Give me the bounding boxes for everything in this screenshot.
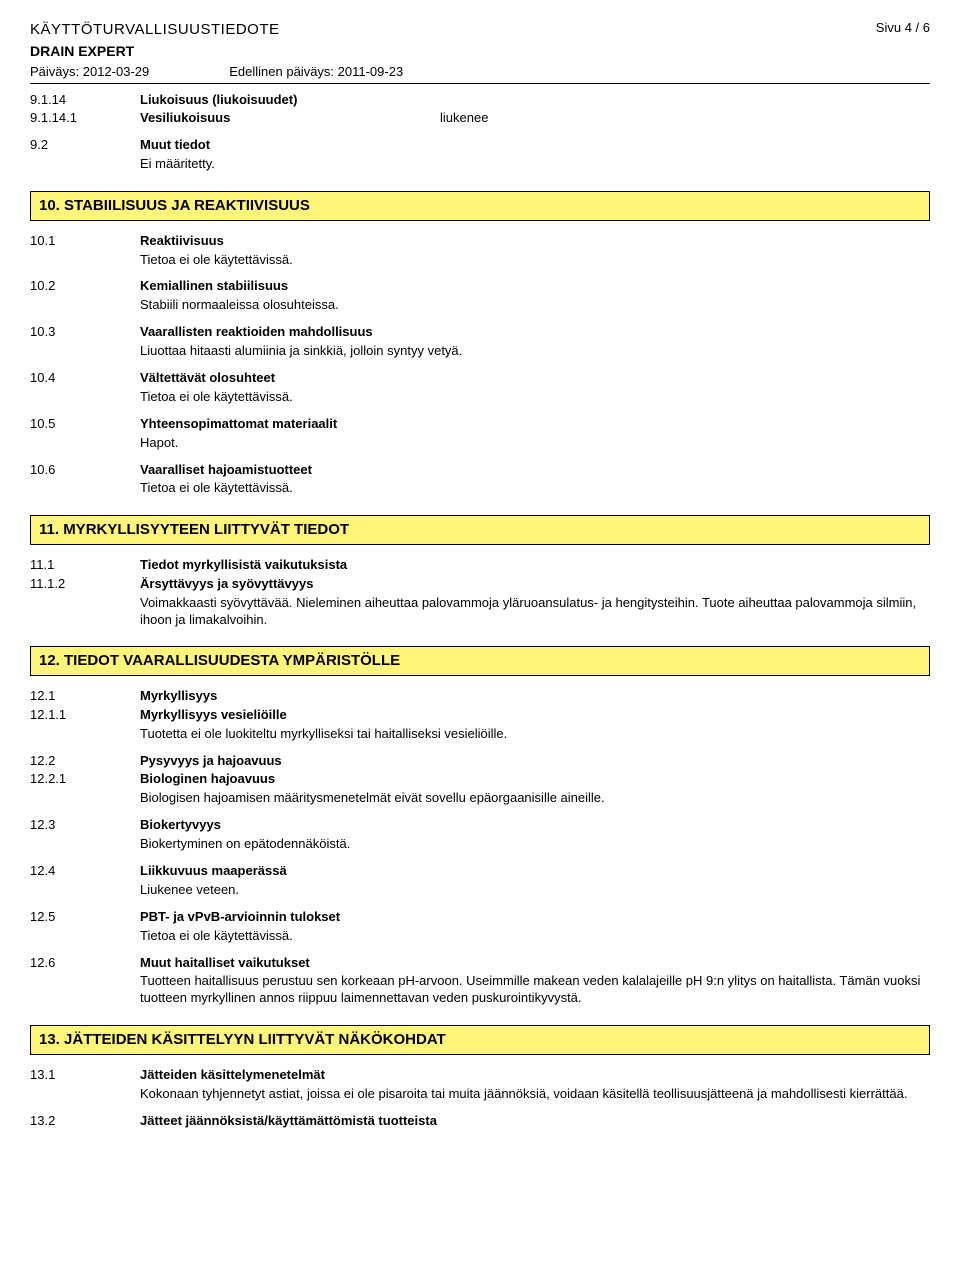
entry-body: Biokertyminen on epätodennäköistä. — [140, 836, 930, 853]
entry-label: Yhteensopimattomat materiaalit — [140, 416, 930, 433]
section-12-banner: 12. TIEDOT VAARALLISUUDESTA YMPÄRISTÖLLE — [30, 646, 930, 676]
entry-10-6: 10.6 Vaaralliset hajoamistuotteet Tietoa… — [30, 462, 930, 498]
entry-body: Liuottaa hitaasti alumiinia ja sinkkiä, … — [140, 343, 930, 360]
entry-num: 12.3 — [30, 817, 140, 853]
entry-label: Tiedot myrkyllisistä vaikutuksista — [140, 557, 347, 572]
entry-num: 11.1.2 — [30, 576, 140, 629]
entry-10-2: 10.2 Kemiallinen stabiilisuus Stabiili n… — [30, 278, 930, 314]
entry-num: 9.1.14.1 — [30, 110, 140, 127]
entry-label: Vaarallisten reaktioiden mahdollisuus — [140, 324, 930, 341]
entry-body: Tuotetta ei ole luokiteltu myrkylliseksi… — [140, 726, 930, 743]
entry-9-2: 9.2 Muut tiedot Ei määritetty. — [30, 137, 930, 173]
entry-num: 12.6 — [30, 955, 140, 1008]
entry-12-1-1: 12.1.1 Myrkyllisyys vesieliöille Tuotett… — [30, 707, 930, 743]
entry-num: 12.1 — [30, 688, 140, 705]
entry-body: Ei määritetty. — [140, 156, 930, 173]
entry-label: Myrkyllisyys vesieliöille — [140, 707, 930, 724]
header-rule — [30, 83, 930, 84]
entry-num: 12.2 — [30, 753, 140, 770]
entry-11-1-2: 11.1.2 Ärsyttävyys ja syövyttävyys Voima… — [30, 576, 930, 629]
entry-num: 13.2 — [30, 1113, 140, 1130]
entry-13-2: 13.2 Jätteet jäännöksistä/käyttämättömis… — [30, 1113, 930, 1130]
entry-label: Ärsyttävyys ja syövyttävyys — [140, 576, 930, 593]
entry-num: 9.1.14 — [30, 92, 140, 109]
entry-body: Hapot. — [140, 435, 930, 452]
entry-num: 12.4 — [30, 863, 140, 899]
header-left: KÄYTTÖTURVALLISUUSTIEDOTE DRAIN EXPERT P… — [30, 20, 876, 81]
entry-body: Liukenee veteen. — [140, 882, 930, 899]
entry-num: 12.2.1 — [30, 771, 140, 807]
entry-label: Biokertyvyys — [140, 817, 930, 834]
entry-10-5: 10.5 Yhteensopimattomat materiaalit Hapo… — [30, 416, 930, 452]
document-header: KÄYTTÖTURVALLISUUSTIEDOTE DRAIN EXPERT P… — [30, 20, 930, 81]
entry-10-4: 10.4 Vältettävät olosuhteet Tietoa ei ol… — [30, 370, 930, 406]
entry-12-1: 12.1 Myrkyllisyys — [30, 688, 930, 705]
date-previous: Edellinen päiväys: 2011-09-23 — [229, 64, 403, 81]
entry-label: Liukoisuus (liukoisuudet) — [140, 92, 297, 107]
entry-9-1-14: 9.1.14 Liukoisuus (liukoisuudet) — [30, 92, 930, 109]
entry-13-1: 13.1 Jätteiden käsittelymenetelmät Kokon… — [30, 1067, 930, 1103]
entry-num: 10.2 — [30, 278, 140, 314]
entry-label: Kemiallinen stabiilisuus — [140, 278, 930, 295]
entry-value: liukenee — [400, 110, 700, 127]
section-11-banner: 11. MYRKYLLISYYTEEN LIITTYVÄT TIEDOT — [30, 515, 930, 545]
entry-10-3: 10.3 Vaarallisten reaktioiden mahdollisu… — [30, 324, 930, 360]
entry-num: 9.2 — [30, 137, 140, 173]
entry-9-1-14-1: 9.1.14.1 Vesiliukoisuus liukenee — [30, 110, 930, 127]
entry-num: 11.1 — [30, 557, 140, 574]
entry-12-3: 12.3 Biokertyvyys Biokertyminen on epäto… — [30, 817, 930, 853]
entry-body: Biologisen hajoamisen määritysmenetelmät… — [140, 790, 930, 807]
entry-body: Tietoa ei ole käytettävissä. — [140, 252, 930, 269]
entry-num: 13.1 — [30, 1067, 140, 1103]
entry-label: Biologinen hajoavuus — [140, 771, 930, 788]
entry-num: 10.1 — [30, 233, 140, 269]
entry-label: Reaktiivisuus — [140, 233, 930, 250]
entry-label: Liikkuvuus maaperässä — [140, 863, 930, 880]
entry-num: 10.5 — [30, 416, 140, 452]
entry-12-4: 12.4 Liikkuvuus maaperässä Liukenee vete… — [30, 863, 930, 899]
entry-body: Tietoa ei ole käytettävissä. — [140, 480, 930, 497]
entry-label: Vesiliukoisuus — [140, 110, 230, 125]
entry-value — [400, 92, 700, 109]
section-10-banner: 10. STABIILISUUS JA REAKTIIVISUUS — [30, 191, 930, 221]
entry-label: Muut haitalliset vaikutukset — [140, 955, 930, 972]
entry-label: PBT- ja vPvB-arvioinnin tulokset — [140, 909, 930, 926]
entry-num: 12.1.1 — [30, 707, 140, 743]
entry-body: Kokonaan tyhjennetyt astiat, joissa ei o… — [140, 1086, 930, 1103]
entry-12-5: 12.5 PBT- ja vPvB-arvioinnin tulokset Ti… — [30, 909, 930, 945]
date-current: Päiväys: 2012-03-29 — [30, 64, 149, 81]
entry-num: 12.5 — [30, 909, 140, 945]
entry-num: 10.6 — [30, 462, 140, 498]
entry-label: Vältettävät olosuhteet — [140, 370, 930, 387]
entry-num: 10.4 — [30, 370, 140, 406]
entry-body: Stabiili normaaleissa olosuhteissa. — [140, 297, 930, 314]
entry-12-6: 12.6 Muut haitalliset vaikutukset Tuotte… — [30, 955, 930, 1008]
entry-10-1: 10.1 Reaktiivisuus Tietoa ei ole käytett… — [30, 233, 930, 269]
entry-num: 10.3 — [30, 324, 140, 360]
section-13-banner: 13. JÄTTEIDEN KÄSITTELYYN LIITTYVÄT NÄKÖ… — [30, 1025, 930, 1055]
entry-label: Vaaralliset hajoamistuotteet — [140, 462, 930, 479]
entry-label: Jätteet jäännöksistä/käyttämättömistä tu… — [140, 1113, 437, 1128]
date-row: Päiväys: 2012-03-29 Edellinen päiväys: 2… — [30, 64, 876, 81]
entry-12-2: 12.2 Pysyvyys ja hajoavuus — [30, 753, 930, 770]
doc-title: KÄYTTÖTURVALLISUUSTIEDOTE — [30, 20, 876, 40]
entry-body: Tietoa ei ole käytettävissä. — [140, 928, 930, 945]
entry-label: Jätteiden käsittelymenetelmät — [140, 1067, 930, 1084]
entry-body: Tietoa ei ole käytettävissä. — [140, 389, 930, 406]
page-number: Sivu 4 / 6 — [876, 20, 930, 37]
entry-body: Voimakkaasti syövyttävää. Nieleminen aih… — [140, 595, 930, 629]
entry-label: Muut tiedot — [140, 137, 930, 154]
entry-11-1: 11.1 Tiedot myrkyllisistä vaikutuksista — [30, 557, 930, 574]
entry-body: Tuotteen haitallisuus perustuu sen korke… — [140, 973, 930, 1007]
entry-12-2-1: 12.2.1 Biologinen hajoavuus Biologisen h… — [30, 771, 930, 807]
entry-label: Myrkyllisyys — [140, 688, 217, 703]
doc-subtitle: DRAIN EXPERT — [30, 42, 876, 60]
entry-label: Pysyvyys ja hajoavuus — [140, 753, 282, 768]
